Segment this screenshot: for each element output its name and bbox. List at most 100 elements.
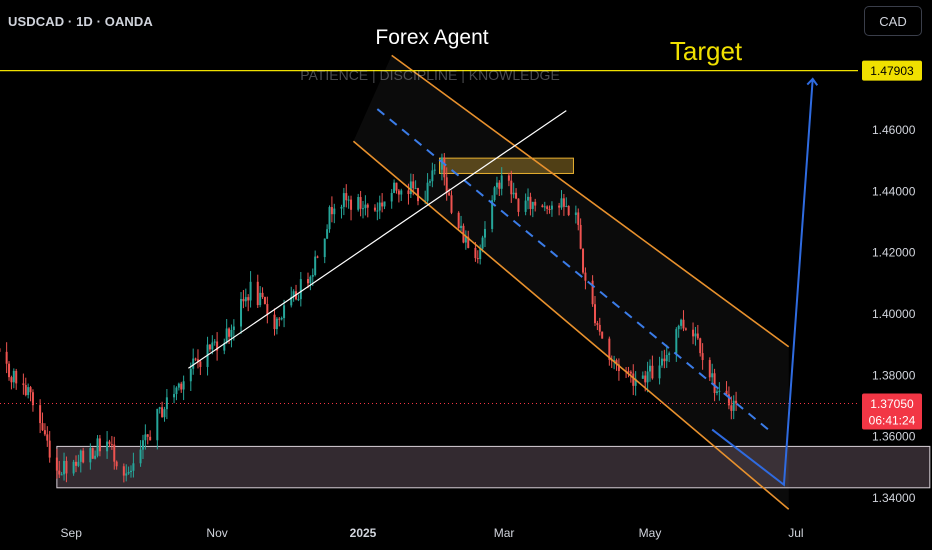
watermark-text: PATIENCE | DISCIPLINE | KNOWLEDGE xyxy=(300,67,560,83)
candle-body xyxy=(584,272,587,281)
candle xyxy=(194,357,197,361)
candle xyxy=(89,443,92,470)
candle xyxy=(244,288,247,307)
candle xyxy=(443,153,446,186)
candle xyxy=(393,179,396,194)
candle-body xyxy=(180,383,183,390)
candle-body xyxy=(713,373,716,394)
candle-body xyxy=(299,279,302,300)
candle xyxy=(297,294,300,302)
supply-zone[interactable] xyxy=(439,157,574,174)
candle xyxy=(139,440,142,467)
candle-body xyxy=(110,444,113,446)
candle xyxy=(649,359,651,382)
candle xyxy=(660,350,663,368)
projection-arrow[interactable] xyxy=(711,77,819,487)
candle-body xyxy=(412,181,415,189)
candle-body xyxy=(216,341,219,351)
candle xyxy=(507,172,510,187)
candle-body xyxy=(634,378,637,386)
candle xyxy=(732,395,735,420)
candle-body xyxy=(24,384,27,396)
candle xyxy=(27,383,30,399)
candle xyxy=(306,272,309,289)
candle xyxy=(596,320,599,331)
candle-body xyxy=(649,365,651,372)
candle-body xyxy=(10,377,13,383)
candle xyxy=(366,203,369,218)
target-price-badge: 1.47903 xyxy=(862,60,922,81)
candle xyxy=(450,190,453,215)
candle-body xyxy=(266,304,269,315)
candle-body xyxy=(395,182,398,191)
candle xyxy=(696,324,699,340)
candle-body xyxy=(149,436,152,441)
candle-body xyxy=(376,210,379,212)
candle-body xyxy=(82,450,85,463)
candle xyxy=(646,361,649,393)
candle xyxy=(684,327,687,331)
candle xyxy=(161,401,164,418)
candle xyxy=(409,173,412,199)
candle-body xyxy=(534,201,537,206)
candle-body xyxy=(378,202,381,211)
bar-countdown: 06:41:24 xyxy=(869,413,916,427)
candle xyxy=(15,368,18,390)
candle xyxy=(730,396,733,420)
candle-body xyxy=(163,409,166,418)
candle-body xyxy=(259,292,262,306)
candle-body xyxy=(244,297,247,302)
channel-upper-line[interactable] xyxy=(391,54,790,348)
channel-lower-line[interactable] xyxy=(352,140,790,510)
target-price-badge-bg xyxy=(862,60,922,81)
candle-body xyxy=(663,358,666,362)
candle xyxy=(658,356,661,385)
candle-body xyxy=(684,328,687,330)
y-tick-label: 1.34000 xyxy=(872,491,916,505)
channel-midline[interactable] xyxy=(376,108,773,434)
candle-body xyxy=(280,318,283,320)
candle xyxy=(582,248,585,275)
candle-body xyxy=(115,461,118,467)
candle-body xyxy=(292,291,295,297)
candle xyxy=(77,454,80,468)
candle xyxy=(115,460,118,470)
candle-body xyxy=(275,318,278,330)
candle xyxy=(476,250,479,264)
candle-body xyxy=(390,192,393,202)
candle xyxy=(735,391,738,412)
candle-body xyxy=(199,361,202,367)
trendline[interactable] xyxy=(188,110,567,369)
candle xyxy=(75,455,77,473)
candle-body xyxy=(12,370,15,383)
candle xyxy=(55,448,58,479)
candle-body xyxy=(330,207,333,215)
candle-body xyxy=(680,319,683,326)
candle-body xyxy=(48,440,51,458)
candle xyxy=(242,290,245,309)
demand-zone[interactable] xyxy=(56,445,931,489)
candle xyxy=(125,464,128,482)
candle xyxy=(79,449,82,473)
candle xyxy=(718,382,721,401)
candle xyxy=(464,230,467,250)
candle xyxy=(177,382,180,391)
candle-body xyxy=(601,331,604,339)
candle-body xyxy=(546,206,549,209)
candle-body xyxy=(443,157,446,178)
candle xyxy=(531,201,534,218)
candle-body xyxy=(106,441,109,452)
candle xyxy=(96,435,99,458)
candle-body xyxy=(156,408,159,441)
candle-body xyxy=(393,182,396,193)
candle xyxy=(550,201,553,217)
y-tick-label: 1.40000 xyxy=(872,307,916,321)
candle xyxy=(94,450,97,460)
candle xyxy=(333,203,336,224)
candle xyxy=(641,371,644,379)
candle xyxy=(395,182,398,194)
candle xyxy=(146,433,149,445)
candle-body xyxy=(579,224,582,249)
currency-button[interactable]: CAD xyxy=(864,6,922,36)
